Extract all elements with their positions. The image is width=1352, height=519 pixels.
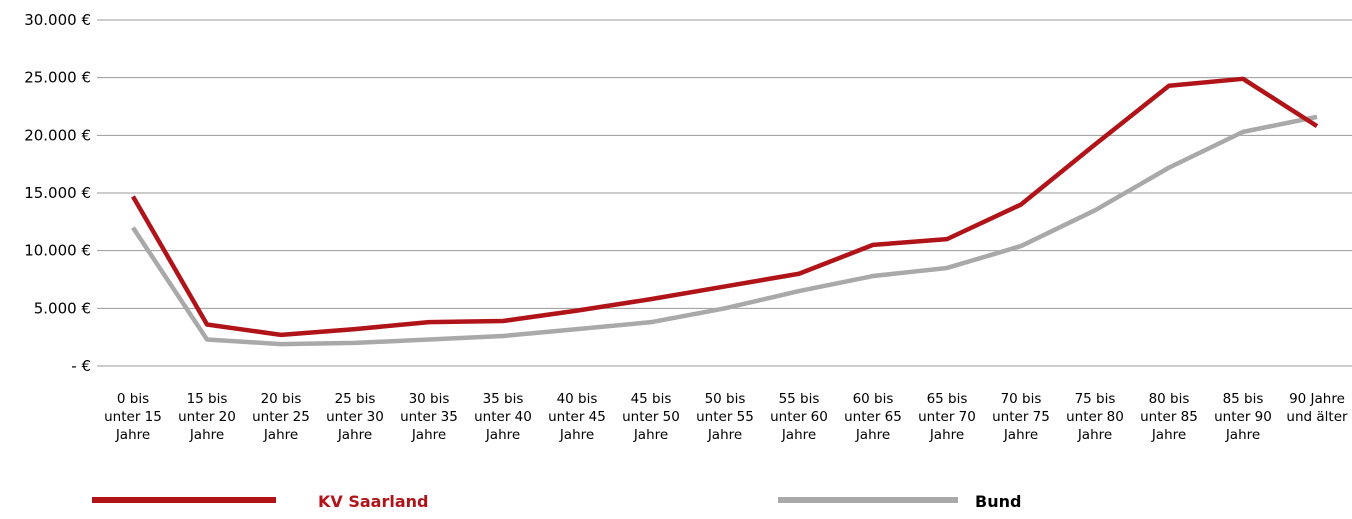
gridlines [97, 19, 1352, 367]
x-tick-label: 60 bis unter 65 Jahre [844, 391, 902, 443]
x-tick-label: 50 bis unter 55 Jahre [696, 391, 754, 443]
x-tick-label: 45 bis unter 50 Jahre [622, 391, 680, 443]
x-tick-label: 90 Jahre und älter [1286, 391, 1348, 425]
y-tick-label: 10.000 € [24, 242, 91, 260]
x-tick-label: 65 bis unter 70 Jahre [918, 391, 976, 443]
x-tick-label: 35 bis unter 40 Jahre [474, 391, 532, 443]
y-tick-label: 5.000 € [34, 299, 91, 317]
y-tick-label: 30.000 € [24, 11, 91, 29]
x-tick-label: 15 bis unter 20 Jahre [178, 391, 236, 443]
x-tick-label: 55 bis unter 60 Jahre [770, 391, 828, 443]
y-tick-label: 25.000 € [24, 69, 91, 87]
x-tick-label: 40 bis unter 45 Jahre [548, 391, 606, 443]
x-tick-label: 25 bis unter 30 Jahre [326, 391, 384, 443]
legend-label: KV Saarland [318, 492, 428, 511]
y-axis-ticks: - € 5.000 € 10.000 € 15.000 € 20.000 € 25.000… [24, 11, 91, 375]
x-tick-label: 30 bis unter 35 Jahre [400, 391, 458, 443]
legend-label: Bund [975, 492, 1021, 511]
series-line-kv-saarland [131, 76, 1319, 338]
x-tick-label: 20 bis unter 25 Jahre [252, 391, 310, 443]
series-lines [131, 76, 1319, 347]
y-tick-label: 20.000 € [24, 126, 91, 144]
x-tick-label: 75 bis unter 80 Jahre [1066, 391, 1124, 443]
x-tick-label: 70 bis unter 75 Jahre [992, 391, 1050, 443]
legend: KV Saarland Bund [92, 492, 1021, 511]
y-tick-label: 15.000 € [24, 184, 91, 202]
x-tick-label: 0 bis unter 15 Jahre [104, 391, 162, 443]
y-tick-label: - € [71, 357, 91, 375]
x-tick-label: 85 bis unter 90 Jahre [1214, 391, 1272, 443]
x-axis-ticks: 0 bis unter 15 Jahre 15 bis unter 20 Jahre 20 … [104, 391, 1348, 443]
series-line-bund [131, 114, 1318, 347]
x-tick-label: 80 bis unter 85 Jahre [1140, 391, 1198, 443]
